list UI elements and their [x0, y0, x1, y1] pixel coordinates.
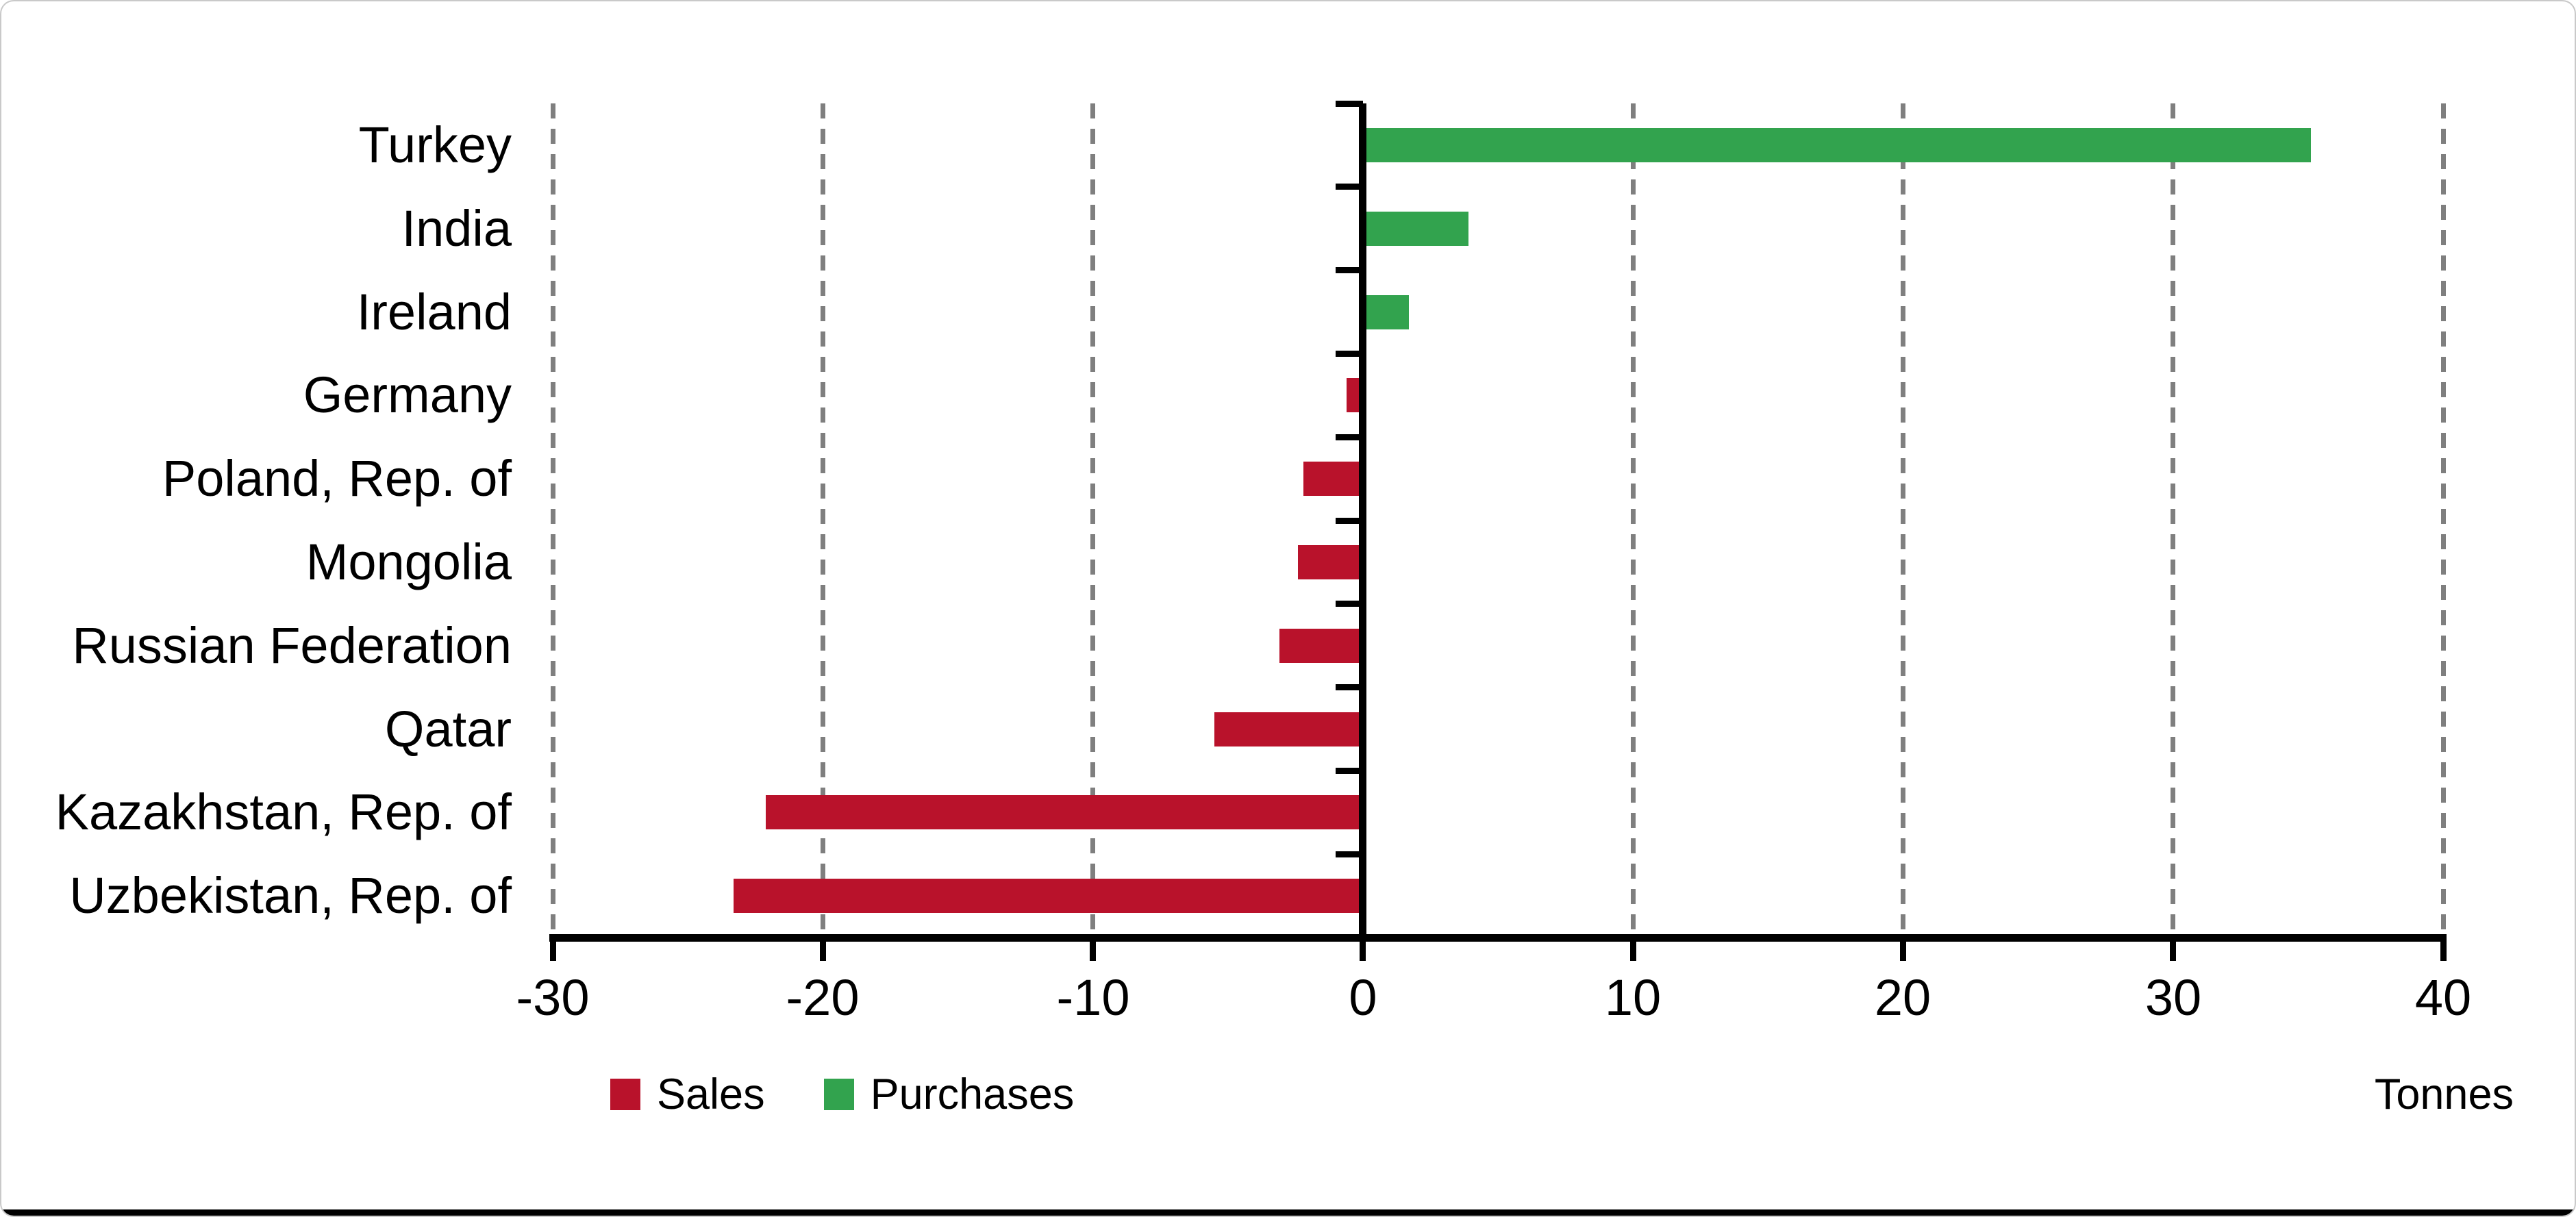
category-label: Mongolia [305, 534, 512, 590]
category-axis-tick [1336, 768, 1363, 774]
sales-legend-swatch-icon [610, 1079, 640, 1110]
x-axis-tick--10 [1090, 938, 1096, 961]
x-axis-tick-10 [1630, 938, 1636, 961]
bar-turkey [1363, 128, 2311, 162]
x-tick-label-0: 0 [1349, 969, 1377, 1026]
gridline--10 [1090, 103, 1095, 938]
x-tick-label--20: -20 [786, 969, 860, 1026]
bar-qatar [1214, 712, 1363, 746]
x-axis-unit-label: Tonnes [2374, 1070, 2514, 1118]
x-axis-tick--20 [820, 938, 826, 961]
category-axis-tick [1336, 851, 1363, 857]
x-axis-line [549, 934, 2447, 942]
category-axis-tick [1336, 101, 1363, 107]
gridline-30 [2171, 103, 2175, 938]
bar-india [1363, 212, 1468, 246]
category-label: Germany [303, 366, 512, 423]
category-label: India [401, 200, 512, 257]
x-tick-label--30: -30 [516, 969, 590, 1026]
bar-russian-federation [1279, 629, 1363, 663]
x-tick-label-30: 30 [2144, 969, 2202, 1026]
bar-kazakhstan-rep-of [766, 795, 1362, 829]
legend: Sales Purchases [610, 1070, 1074, 1119]
x-axis-tick-0 [1360, 938, 1366, 961]
gridline--30 [551, 103, 555, 938]
bar-poland-rep-of [1303, 462, 1363, 496]
category-label: Qatar [384, 701, 512, 757]
category-axis-tick [1336, 267, 1363, 273]
bar-mongolia [1298, 545, 1363, 579]
category-axis-tick [1336, 434, 1363, 440]
legend-label-purchases: Purchases [870, 1070, 1075, 1118]
category-axis-tick [1336, 601, 1363, 607]
x-axis-tick-30 [2170, 938, 2176, 961]
category-axis-tick [1336, 684, 1363, 690]
category-label: Uzbekistan, Rep. of [69, 867, 512, 924]
x-tick-label--10: -10 [1056, 969, 1130, 1026]
category-axis-tick [1336, 184, 1363, 190]
x-tick-label-40: 40 [2414, 969, 2472, 1026]
zero-axis-line [1359, 103, 1366, 941]
category-label: Turkey [358, 116, 512, 173]
x-axis-tick-40 [2440, 938, 2447, 961]
gridline--20 [821, 103, 825, 938]
category-label: Kazakhstan, Rep. of [55, 783, 512, 840]
category-axis-tick [1336, 518, 1363, 524]
purchases-legend-swatch-icon [823, 1079, 854, 1110]
legend-label-sales: Sales [657, 1070, 765, 1118]
category-label: Poland, Rep. of [162, 450, 512, 507]
bar-ireland [1363, 295, 1409, 329]
gridline-20 [1901, 103, 1905, 938]
category-label: Russian Federation [72, 617, 512, 674]
gridline-10 [1631, 103, 1636, 938]
category-label: Ireland [356, 284, 512, 340]
gridline-40 [2441, 103, 2446, 938]
bottom-divider [1, 1209, 2575, 1216]
bar-uzbekistan-rep-of [734, 879, 1363, 913]
x-axis-tick--30 [550, 938, 556, 961]
x-axis-tick-20 [1900, 938, 1906, 961]
x-tick-label-20: 20 [1874, 969, 1931, 1026]
category-axis-tick [1336, 351, 1363, 357]
x-tick-label-10: 10 [1604, 969, 1662, 1026]
